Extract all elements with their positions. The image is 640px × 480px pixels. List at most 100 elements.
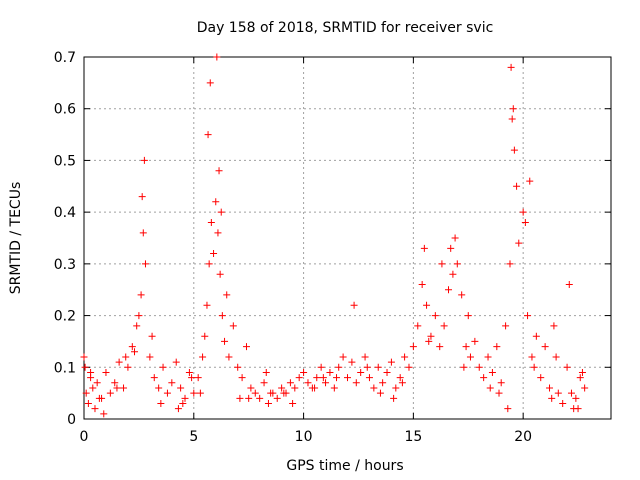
data-point: [131, 348, 139, 356]
data-point: [247, 384, 255, 392]
data-point: [214, 229, 222, 237]
data-point: [348, 358, 356, 366]
data-point: [550, 322, 558, 330]
data-point: [87, 368, 95, 376]
data-point: [464, 312, 472, 320]
data-points: [80, 53, 589, 418]
data-point: [475, 363, 483, 371]
data-point: [181, 394, 189, 402]
data-point: [264, 399, 272, 407]
data-point: [190, 389, 198, 397]
data-point: [541, 343, 549, 351]
y-tick-label: 0: [67, 412, 76, 428]
data-point: [509, 105, 517, 113]
data-point: [330, 384, 338, 392]
data-point: [291, 384, 299, 392]
data-point: [216, 270, 224, 278]
data-point: [115, 358, 123, 366]
data-point: [581, 384, 589, 392]
data-point: [427, 332, 435, 340]
data-point: [537, 374, 545, 382]
data-point: [532, 332, 540, 340]
data-point: [304, 379, 312, 387]
data-point: [217, 208, 225, 216]
data-point: [418, 281, 426, 289]
plot-frame: [83, 56, 612, 420]
x-tick-label: 15: [404, 429, 422, 445]
data-point: [572, 394, 580, 402]
data-point: [559, 399, 567, 407]
data-point: [122, 353, 130, 361]
data-point: [449, 270, 457, 278]
data-point: [225, 353, 233, 361]
data-point: [357, 368, 365, 376]
data-point: [82, 389, 90, 397]
data-point: [100, 410, 108, 418]
data-point: [89, 384, 97, 392]
data-point: [326, 368, 334, 376]
data-point: [420, 244, 428, 252]
data-point: [278, 384, 286, 392]
y-axis-label: SRMTID / TECUs: [8, 182, 24, 295]
data-point: [194, 374, 202, 382]
y-tick-label: 0.4: [54, 205, 76, 221]
data-point: [436, 343, 444, 351]
data-point: [431, 312, 439, 320]
data-point: [111, 379, 119, 387]
data-point: [379, 379, 387, 387]
data-point: [317, 363, 325, 371]
data-point: [84, 399, 92, 407]
data-point: [172, 358, 180, 366]
x-tick-label: 5: [189, 429, 198, 445]
data-point: [267, 389, 275, 397]
data-point: [245, 394, 253, 402]
data-point: [185, 368, 193, 376]
data-point: [486, 384, 494, 392]
x-axis: 0 5 10 15 20: [80, 57, 532, 445]
data-point: [365, 374, 373, 382]
data-point: [95, 394, 103, 402]
data-point: [339, 353, 347, 361]
data-point: [350, 301, 358, 309]
data-point: [210, 250, 218, 258]
data-point: [206, 79, 214, 87]
data-point: [414, 322, 422, 330]
data-point: [423, 301, 431, 309]
data-point: [205, 260, 213, 268]
data-point: [201, 332, 209, 340]
data-point: [363, 363, 371, 371]
data-point: [425, 337, 433, 345]
data-point: [548, 394, 556, 402]
data-point: [133, 322, 141, 330]
data-point: [199, 353, 207, 361]
data-point: [521, 218, 529, 226]
data-point: [311, 384, 319, 392]
data-point: [524, 312, 532, 320]
data-point: [128, 343, 136, 351]
data-point: [174, 405, 182, 413]
data-point: [313, 374, 321, 382]
data-point: [504, 405, 512, 413]
y-tick-label: 0.3: [54, 257, 76, 273]
data-point: [179, 399, 187, 407]
data-point: [438, 260, 446, 268]
data-point: [159, 363, 167, 371]
data-point: [546, 384, 554, 392]
data-point: [213, 53, 221, 61]
data-point: [390, 394, 398, 402]
data-point: [80, 353, 88, 361]
data-point: [480, 374, 488, 382]
data-point: [526, 177, 534, 185]
data-point: [374, 363, 382, 371]
x-tick-label: 10: [295, 429, 313, 445]
data-point: [203, 301, 211, 309]
data-point: [188, 374, 196, 382]
data-point: [280, 389, 288, 397]
data-point: [405, 363, 413, 371]
y-tick-label: 0.1: [54, 360, 76, 376]
data-point: [453, 260, 461, 268]
data-point: [135, 312, 143, 320]
data-point: [565, 281, 573, 289]
data-point: [445, 286, 453, 294]
data-point: [510, 146, 518, 154]
